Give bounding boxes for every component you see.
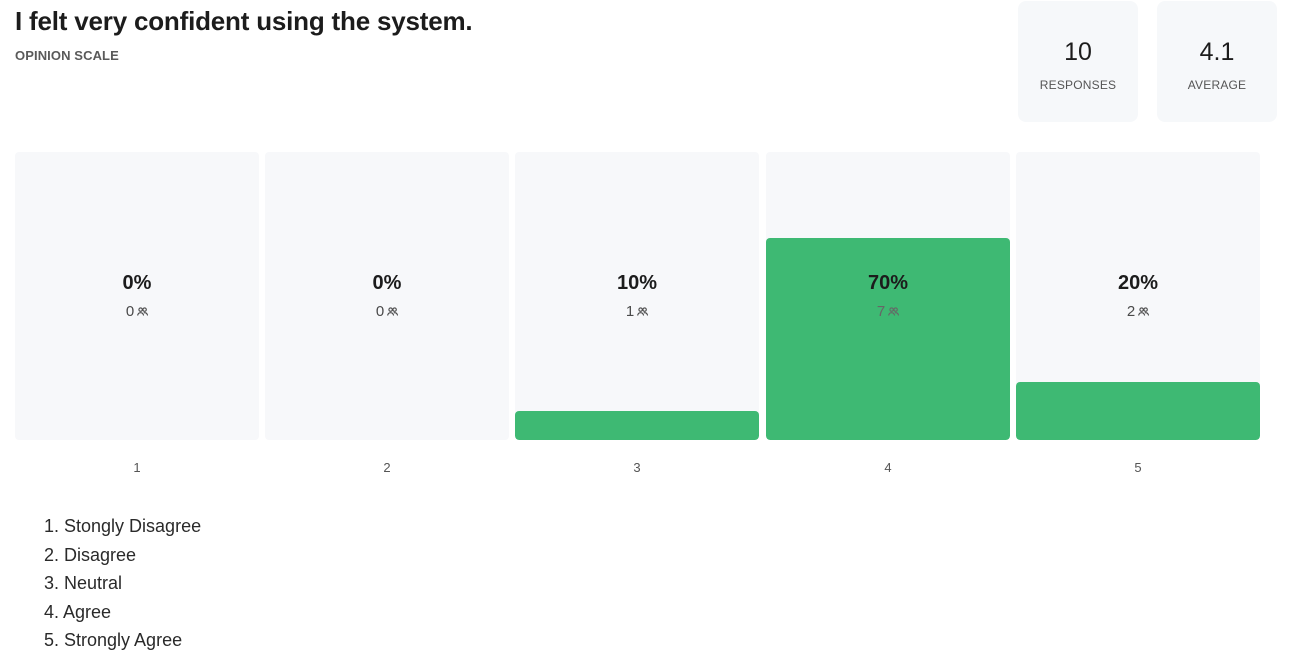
question-title: I felt very confident using the system. (15, 6, 473, 36)
average-stat-card: 4.1 AVERAGE (1157, 1, 1277, 122)
response-count-value: 7 (876, 303, 886, 320)
bar-column-1: 0% 0 (15, 152, 259, 440)
people-icon (1138, 307, 1150, 319)
responses-label: RESPONSES (1039, 78, 1117, 92)
x-tick-label: 4 (884, 460, 892, 475)
response-count: 0 (265, 303, 509, 320)
x-tick-label: 1 (133, 460, 141, 475)
x-tick-label: 3 (633, 460, 641, 475)
bar-column-4: 70% 7 (766, 152, 1010, 440)
average-label: AVERAGE (1187, 78, 1247, 92)
legend-item: 1. Stongly Disagree (44, 516, 202, 536)
x-tick-label: 5 (1134, 460, 1142, 475)
response-count: 0 (15, 303, 259, 320)
bar-column-5: 20% 2 (1016, 152, 1260, 440)
bar-fill-3 (515, 411, 759, 440)
bar-fill-4 (766, 238, 1010, 440)
percent-label: 0% (122, 272, 152, 294)
percent-label: 70% (867, 272, 909, 294)
people-icon (888, 307, 900, 319)
legend-item: 3. Neutral (44, 573, 123, 593)
legend-item: 4. Agree (44, 601, 112, 622)
x-tick-label: 2 (383, 460, 391, 475)
legend-item: 5. Strongly Agree (44, 630, 183, 650)
percent-label: 0% (372, 272, 402, 294)
responses-count: 10 (1064, 38, 1092, 66)
bar-fill-5 (1016, 382, 1260, 440)
people-icon (387, 307, 399, 319)
response-count: 2 (1016, 303, 1260, 320)
percent-label: 10% (616, 272, 658, 294)
response-count: 1 (515, 303, 759, 320)
responses-stat-card: 10 RESPONSES (1018, 1, 1138, 122)
response-count-value: 2 (1126, 303, 1136, 320)
response-count-value: 0 (375, 303, 385, 320)
legend-item: 2. Disagree (44, 544, 137, 565)
question-type-label: OPINION SCALE (15, 48, 119, 63)
people-icon (637, 307, 649, 319)
bar-column-3: 10% 1 (515, 152, 759, 440)
scale-legend: 1. Stongly Disagree 2. Disagree 3. Neutr… (44, 512, 201, 655)
average-value: 4.1 (1199, 38, 1235, 66)
bar-column-2: 0% 0 (265, 152, 509, 440)
response-count: 7 (766, 303, 1010, 320)
percent-label: 20% (1117, 272, 1159, 294)
people-icon (137, 307, 149, 319)
response-count-value: 0 (125, 303, 135, 320)
response-count-value: 1 (625, 303, 635, 320)
